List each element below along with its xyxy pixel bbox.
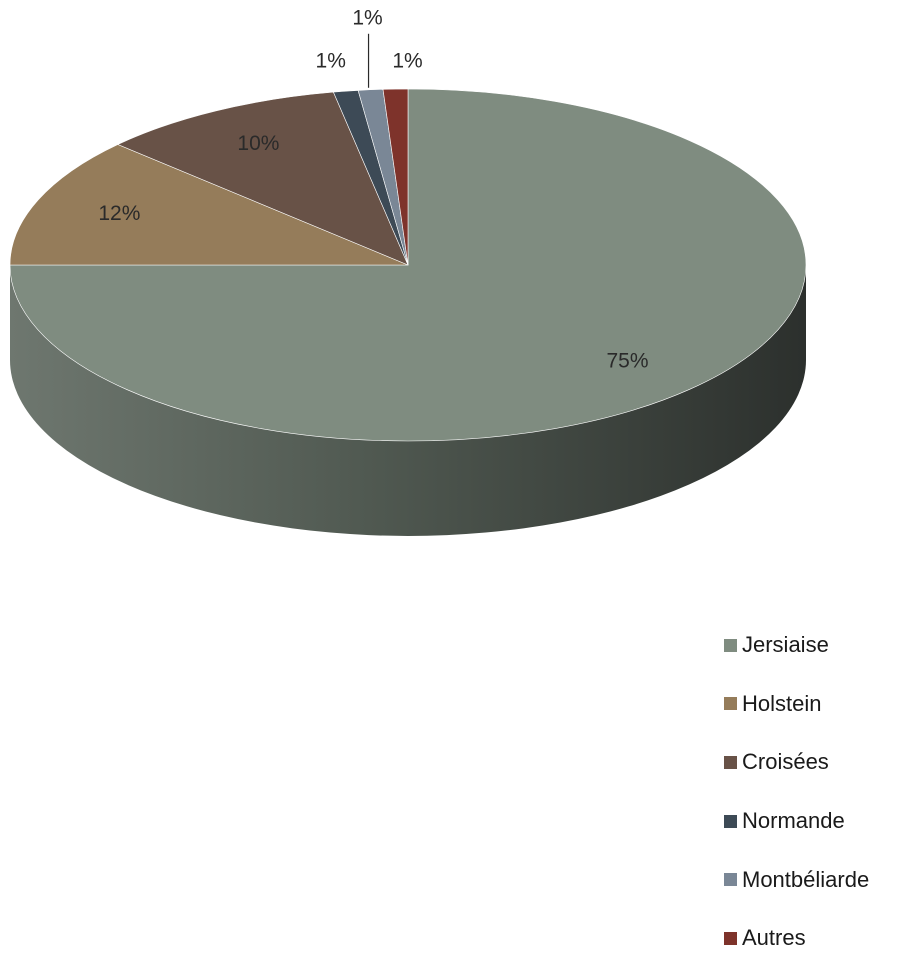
- pie-slice-croisees: [117, 91, 409, 266]
- legend-label: Montbéliarde: [742, 866, 870, 892]
- pie-slice-jersiaise: [9, 88, 807, 442]
- pie-top-face: [9, 88, 807, 442]
- legend-item-croisees: Croisées: [724, 733, 899, 792]
- legend-item-normande: Normande: [724, 792, 899, 851]
- data-label-montbeliarde: 1%: [352, 6, 382, 29]
- legend-label: Holstein: [742, 690, 822, 716]
- data-label-holstein: 12%: [98, 202, 140, 225]
- pie-data-labels: 75% 12% 10% 1% 1% 1%: [98, 6, 648, 372]
- data-label-jersiaise: 75%: [606, 350, 648, 373]
- pie-slice-holstein: [9, 144, 409, 266]
- legend-label: Jersiaise: [742, 632, 829, 658]
- legend-swatch: [724, 873, 737, 887]
- data-label-croisees: 10%: [237, 132, 279, 155]
- pie-side-jersiaise: [10, 265, 806, 536]
- legend-label: Croisées: [742, 749, 829, 775]
- legend-swatch: [724, 931, 737, 945]
- legend-item-jersiaise: Jersiaise: [724, 616, 899, 675]
- legend-swatch: [724, 814, 737, 828]
- legend-swatch: [724, 638, 737, 652]
- legend-label: Autres: [742, 925, 806, 951]
- legend-swatch: [724, 755, 737, 769]
- legend-label: Normande: [742, 808, 845, 834]
- legend: Jersiaise Holstein Croisées Normande Montbél…: [724, 616, 899, 968]
- legend-swatch: [724, 697, 737, 711]
- pie-chart: 75% 12% 10% 1% 1% 1%: [9, 6, 807, 536]
- pie-side-wall: [10, 265, 806, 536]
- legend-item-holstein: Holstein: [724, 675, 899, 734]
- legend-item-montbeliarde: Montbéliarde: [724, 850, 899, 909]
- data-label-normande: 1%: [316, 50, 346, 73]
- legend-item-autres: Autres: [724, 909, 899, 968]
- pie-slice-autres: [382, 88, 409, 266]
- data-label-autres: 1%: [392, 50, 422, 73]
